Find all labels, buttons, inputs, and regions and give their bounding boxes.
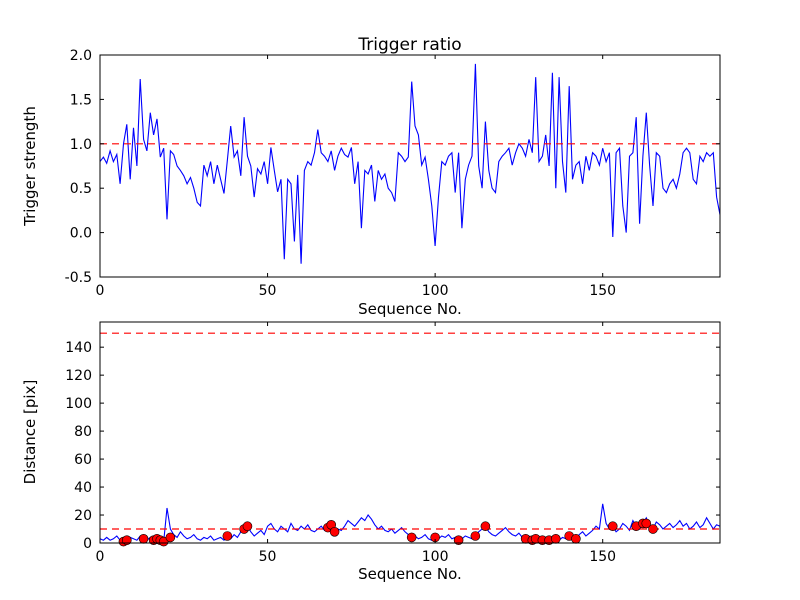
svg-text:100: 100 [422,283,449,299]
svg-text:0.0: 0.0 [70,226,92,242]
svg-text:80: 80 [74,424,92,440]
svg-text:100: 100 [65,396,92,412]
svg-text:0.5: 0.5 [70,181,92,197]
svg-text:100: 100 [422,549,449,565]
svg-text:140: 140 [65,340,92,356]
svg-text:60: 60 [74,452,92,468]
chart-title: Trigger ratio [358,35,462,55]
y-axis-label-top: Trigger strength [21,106,39,226]
svg-text:150: 150 [589,549,616,565]
x-axis-label-bottom: Sequence No. [358,565,462,583]
svg-text:1.0: 1.0 [70,137,92,153]
svg-text:-0.5: -0.5 [65,270,92,286]
svg-text:0: 0 [83,536,92,552]
svg-text:2.0: 2.0 [70,48,92,64]
svg-text:120: 120 [65,368,92,384]
svg-text:1.5: 1.5 [70,92,92,108]
svg-text:150: 150 [589,283,616,299]
svg-text:50: 50 [259,549,277,565]
x-axis-label-top: Sequence No. [358,300,462,318]
y-axis-label-bottom: Distance [pix] [21,379,39,485]
svg-text:0: 0 [96,549,105,565]
svg-text:20: 20 [74,508,92,524]
svg-text:0: 0 [96,283,105,299]
svg-text:50: 50 [259,283,277,299]
svg-text:40: 40 [74,480,92,496]
